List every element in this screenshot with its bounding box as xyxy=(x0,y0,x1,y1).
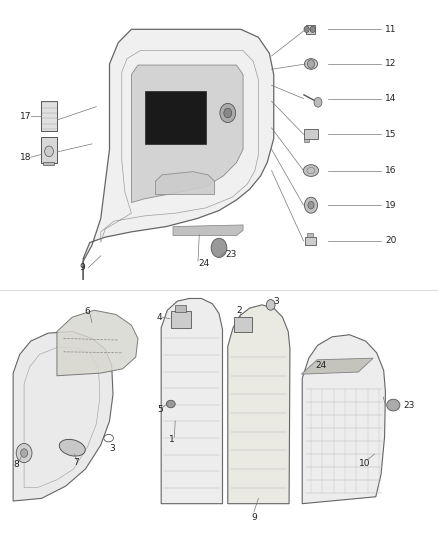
Bar xyxy=(305,237,316,245)
Polygon shape xyxy=(228,305,290,504)
Text: 23: 23 xyxy=(226,251,237,259)
Polygon shape xyxy=(57,310,138,376)
Bar xyxy=(307,233,313,237)
Text: 2: 2 xyxy=(237,306,242,314)
Text: 14: 14 xyxy=(385,94,397,103)
Bar xyxy=(43,162,54,165)
Circle shape xyxy=(220,103,236,123)
Polygon shape xyxy=(83,29,274,280)
Text: 23: 23 xyxy=(403,401,414,409)
Circle shape xyxy=(16,443,32,463)
Ellipse shape xyxy=(59,439,85,456)
Text: 4: 4 xyxy=(157,313,162,321)
Polygon shape xyxy=(161,298,223,504)
Text: 18: 18 xyxy=(20,153,31,161)
Text: 9: 9 xyxy=(80,263,85,272)
Text: 3: 3 xyxy=(273,297,279,305)
Ellipse shape xyxy=(303,165,318,176)
Text: 11: 11 xyxy=(385,25,397,34)
Text: 24: 24 xyxy=(198,260,209,268)
Text: 12: 12 xyxy=(385,60,397,68)
Text: 7: 7 xyxy=(74,458,79,467)
Circle shape xyxy=(304,197,318,213)
Bar xyxy=(304,139,309,142)
Text: 10: 10 xyxy=(359,459,371,468)
Polygon shape xyxy=(155,172,215,195)
Circle shape xyxy=(304,26,309,33)
Polygon shape xyxy=(13,332,113,501)
Text: 16: 16 xyxy=(385,166,397,175)
Circle shape xyxy=(21,449,28,457)
Text: 15: 15 xyxy=(385,130,397,139)
Circle shape xyxy=(310,26,315,33)
Text: 5: 5 xyxy=(157,405,162,414)
Text: 3: 3 xyxy=(110,445,115,453)
Bar xyxy=(171,311,191,328)
Text: 17: 17 xyxy=(20,112,31,120)
Circle shape xyxy=(266,300,275,310)
Bar xyxy=(41,137,57,163)
Polygon shape xyxy=(173,225,243,236)
Text: 20: 20 xyxy=(385,237,397,245)
Ellipse shape xyxy=(166,400,175,408)
Text: 24: 24 xyxy=(315,361,327,370)
Bar xyxy=(304,129,318,139)
Text: 6: 6 xyxy=(84,308,90,316)
Text: 19: 19 xyxy=(385,201,397,209)
Ellipse shape xyxy=(387,399,400,411)
Text: 8: 8 xyxy=(13,461,19,469)
Bar xyxy=(41,101,57,131)
Polygon shape xyxy=(301,358,373,374)
Circle shape xyxy=(314,98,322,107)
Polygon shape xyxy=(131,65,243,203)
Circle shape xyxy=(211,238,227,257)
Circle shape xyxy=(307,60,314,68)
Bar xyxy=(145,91,206,144)
Bar xyxy=(234,317,252,332)
Text: 9: 9 xyxy=(251,513,257,521)
Text: 1: 1 xyxy=(169,435,174,444)
Polygon shape xyxy=(302,335,385,504)
Circle shape xyxy=(308,201,314,209)
Bar xyxy=(175,305,186,312)
Circle shape xyxy=(45,146,53,157)
Ellipse shape xyxy=(304,59,318,69)
Circle shape xyxy=(224,108,232,118)
Bar xyxy=(306,25,315,34)
